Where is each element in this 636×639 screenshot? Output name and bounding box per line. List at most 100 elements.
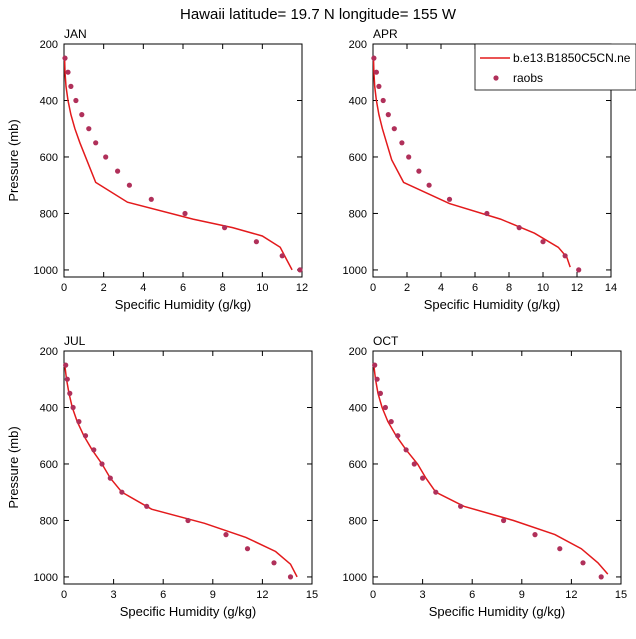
obs-point xyxy=(223,532,229,538)
obs-point xyxy=(376,83,382,89)
obs-point xyxy=(91,447,97,453)
x-tick-label: 14 xyxy=(605,282,617,294)
obs-point xyxy=(458,503,464,509)
y-tick-label: 400 xyxy=(349,402,367,414)
obs-point xyxy=(580,560,586,566)
y-tick-label: 400 xyxy=(40,95,58,107)
x-tick-label: 4 xyxy=(438,282,444,294)
obs-point xyxy=(382,404,388,411)
panels: JAN 0 2 4 6 8 10 12 200 400 600 800 1000 Specific Hum… xyxy=(6,27,627,619)
obs-point xyxy=(532,532,538,538)
obs-point xyxy=(126,182,132,188)
obs-point xyxy=(388,419,394,425)
y-tick-label: 400 xyxy=(40,402,58,414)
legend-obs-marker xyxy=(493,75,499,81)
y-tick-label: 600 xyxy=(40,459,58,471)
obs-point xyxy=(377,390,383,396)
panel-oct: OCT 0 3 6 9 12 15 200 400 600 800 1000 Specific Humi… xyxy=(343,334,628,619)
x-axis-label: Specific Humidity (g/kg) xyxy=(120,604,257,619)
x-tick-label: 10 xyxy=(256,282,268,294)
obs-point xyxy=(598,574,604,580)
y-axis-label: Pressure (mb) xyxy=(6,426,21,508)
x-tick-label: 3 xyxy=(420,589,426,601)
obs-point xyxy=(185,517,191,524)
obs-point xyxy=(391,126,397,132)
legend-box xyxy=(474,43,636,91)
model-line xyxy=(64,365,298,578)
obs-point xyxy=(103,154,109,160)
x-tick-label: 0 xyxy=(370,282,376,294)
x-tick-label: 8 xyxy=(220,282,226,294)
y-tick-label: 600 xyxy=(40,152,58,164)
legend: b.e13.B1850C5CN.ne raobs xyxy=(474,43,636,91)
y-tick-label: 200 xyxy=(349,39,367,51)
model-line xyxy=(373,365,609,575)
panel-jul: JUL 0 3 6 9 12 15 200 400 600 800 1000 Specific Humi… xyxy=(6,334,318,619)
obs-point xyxy=(76,419,82,425)
obs-point xyxy=(372,362,378,368)
y-tick-label: 800 xyxy=(349,208,367,220)
x-tick-label: 9 xyxy=(519,589,525,601)
x-tick-label: 15 xyxy=(306,589,318,601)
y-tick-label: 600 xyxy=(349,152,367,164)
obs-point xyxy=(82,433,89,439)
obs-point xyxy=(380,97,386,104)
obs-point xyxy=(399,140,405,146)
y-tick-label: 600 xyxy=(349,459,367,471)
y-tick-label: 800 xyxy=(40,208,58,220)
obs-point xyxy=(373,69,379,75)
y-tick-label: 1000 xyxy=(343,572,367,584)
obs-point xyxy=(79,112,85,118)
legend-obs-label: raobs xyxy=(513,71,543,85)
plot-frame xyxy=(63,350,313,585)
x-tick-label: 2 xyxy=(101,282,107,294)
obs-point xyxy=(144,503,150,509)
obs-point xyxy=(119,489,125,495)
obs-point xyxy=(484,210,490,217)
x-tick-label: 4 xyxy=(140,282,146,294)
y-tick-label: 800 xyxy=(40,515,58,527)
y-tick-label: 1000 xyxy=(34,265,58,277)
obs-point xyxy=(63,362,69,368)
panel-apr: APR 0 2 4 6 8 10 12 14 200 400 600 800 1000 Specific H… xyxy=(343,27,618,312)
obs-point xyxy=(416,168,422,174)
obs-point xyxy=(253,239,259,245)
panel-label: JUL xyxy=(64,334,86,348)
x-tick-label: 12 xyxy=(571,282,583,294)
obs-point xyxy=(540,239,546,245)
obs-point xyxy=(99,461,105,467)
x-axis-label: Specific Humidity (g/kg) xyxy=(429,604,566,619)
x-axis-label: Specific Humidity (g/kg) xyxy=(115,297,252,312)
x-tick-label: 0 xyxy=(61,589,67,601)
y-tick-label: 1000 xyxy=(34,572,58,584)
plot-frame xyxy=(63,43,303,278)
obs-point xyxy=(420,475,426,481)
panel-jan: JAN 0 2 4 6 8 10 12 200 400 600 800 1000 Specific Hum… xyxy=(6,27,308,312)
obs-point xyxy=(403,447,409,453)
panel-label: JAN xyxy=(64,27,87,41)
y-tick-label: 200 xyxy=(349,346,367,358)
obs-point xyxy=(86,126,92,132)
obs-point xyxy=(287,574,294,580)
obs-point xyxy=(93,140,99,146)
x-tick-label: 12 xyxy=(296,282,308,294)
model-line xyxy=(372,58,571,268)
y-tick-label: 400 xyxy=(349,95,367,107)
obs-point xyxy=(371,55,377,61)
obs-point xyxy=(395,433,401,439)
x-tick-label: 6 xyxy=(160,589,166,601)
obs-point xyxy=(557,546,563,552)
legend-model-label: b.e13.B1850C5CN.ne xyxy=(513,51,631,65)
obs-point xyxy=(182,210,188,217)
obs-point xyxy=(115,168,121,174)
obs-point xyxy=(62,55,68,61)
obs-point xyxy=(562,253,568,259)
obs-point xyxy=(411,461,417,467)
obs-point xyxy=(279,253,285,259)
obs-point xyxy=(271,560,277,566)
obs-point xyxy=(426,182,432,188)
obs-point xyxy=(446,196,453,202)
x-tick-label: 12 xyxy=(565,589,577,601)
x-tick-label: 6 xyxy=(180,282,186,294)
